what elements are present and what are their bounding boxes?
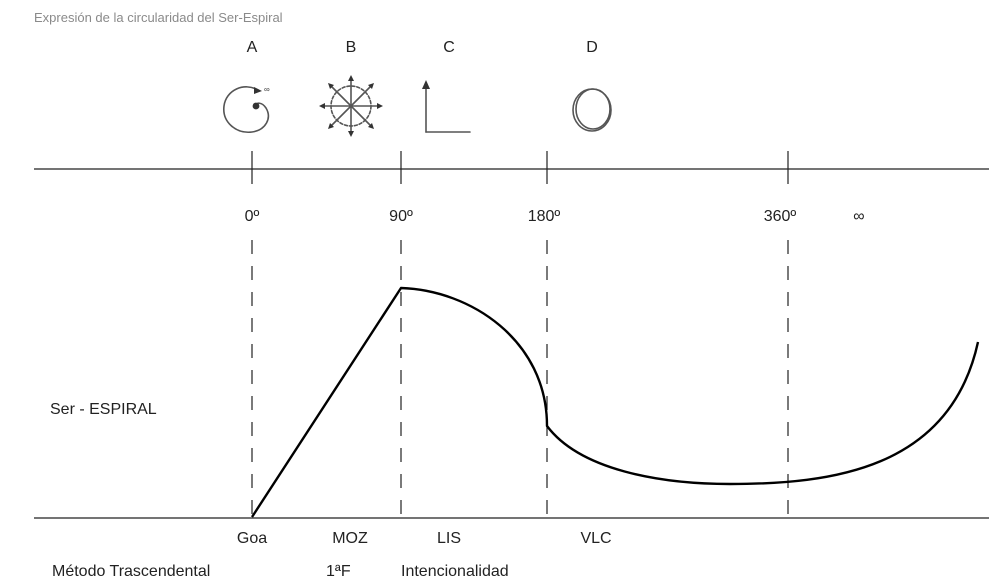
segment-label-goa: Goa [237,530,267,547]
radiating-circle-icon [319,75,383,137]
segment-label-vlc: VLC [580,530,611,547]
curve-label: Ser - ESPIRAL [50,401,157,418]
infinity-label: ∞ [853,208,864,225]
diagram-title: Expresión de la circularidad del Ser-Esp… [34,10,283,25]
angle-label-90: 90º [389,208,413,225]
segment-label-moz: MOZ [332,530,368,547]
angle-label-0: 0º [245,208,260,225]
ser-espiral-curve [250,286,980,518]
infinity-small: ∞ [264,85,270,94]
bottom-label-intencionalidad: Intencionalidad [401,563,509,580]
phase-letter-d: D [586,39,598,56]
angle-label-180: 180º [528,208,561,225]
circle-icon [572,88,612,132]
phase-letter-b: B [346,39,357,56]
right-angle-icon [422,80,471,133]
angle-label-360: 360º [764,208,797,225]
phase-letter-c: C [443,39,455,56]
spiral-icon: ∞ [223,85,270,133]
bottom-label-metodo: Método Trascendental [52,563,210,580]
bottom-label-1f: 1ªF [326,563,351,580]
phase-letter-a: A [247,39,258,56]
segment-label-lis: LIS [437,530,461,547]
